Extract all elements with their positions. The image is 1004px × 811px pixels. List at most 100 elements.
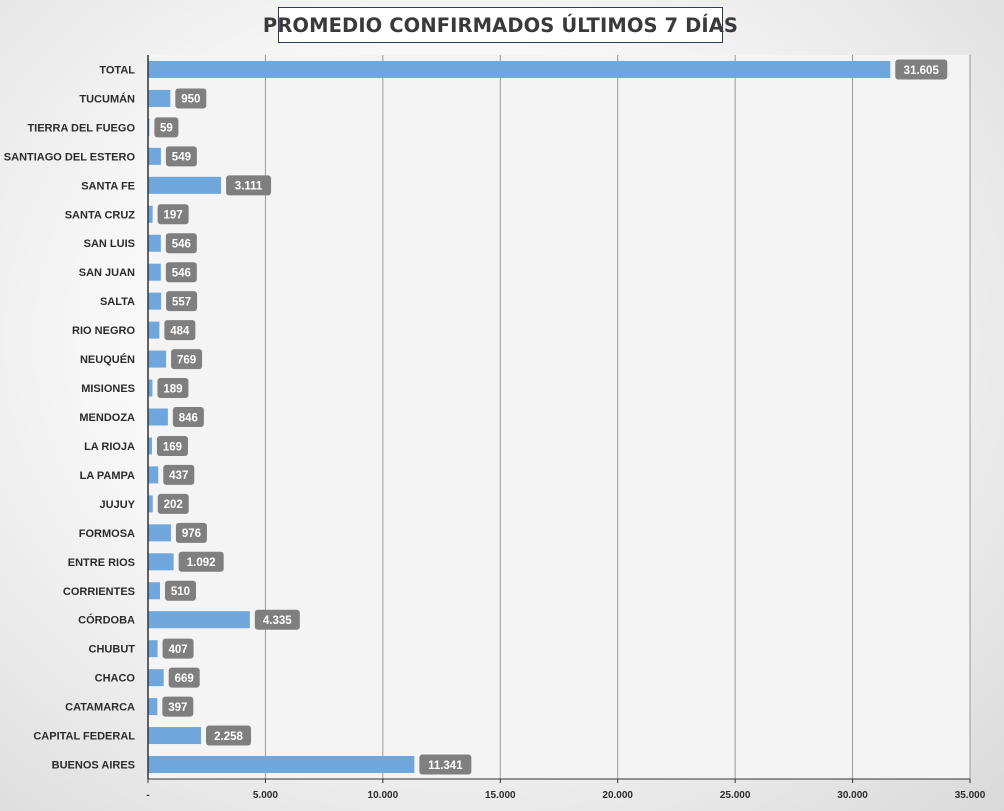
data-label-box <box>157 378 189 399</box>
data-label: 769 <box>177 354 196 366</box>
data-label-box <box>206 725 252 746</box>
data-label: 2.258 <box>214 731 243 743</box>
category-label: MISIONES <box>81 383 135 395</box>
bar <box>148 756 415 774</box>
category-label: FORMOSA <box>79 528 135 540</box>
category-label: JUJUY <box>100 499 136 511</box>
bar <box>148 292 162 310</box>
data-label-box <box>162 638 194 659</box>
data-label: 4.335 <box>263 615 292 627</box>
data-label-box <box>165 146 197 167</box>
bar <box>148 263 161 281</box>
category-label: SANTIAGO DEL ESTERO <box>4 151 136 163</box>
x-tick-label: 35.000 <box>955 790 986 801</box>
data-label: 11.341 <box>428 760 463 772</box>
category-label: NEUQUÉN <box>80 353 135 366</box>
category-label: CÓRDOBA <box>78 614 135 627</box>
chart-title: PROMEDIO CONFIRMADOS ÚLTIMOS 7 DÍAS <box>262 13 739 37</box>
bar <box>148 321 160 339</box>
data-label: 189 <box>163 383 182 395</box>
bar <box>148 640 158 658</box>
bar <box>148 466 159 484</box>
data-label: 169 <box>163 441 182 453</box>
data-label: 202 <box>164 499 183 511</box>
data-label: 846 <box>179 412 198 424</box>
category-label: RIO NEGRO <box>72 325 135 337</box>
data-label: 669 <box>175 673 194 685</box>
category-label: SAN LUIS <box>84 238 135 250</box>
category-label: CHUBUT <box>89 644 136 656</box>
data-label-box <box>178 551 224 572</box>
data-label-box <box>165 262 197 283</box>
bar <box>148 582 160 600</box>
category-label: TOTAL <box>99 64 135 76</box>
x-tick-label: 20.000 <box>602 790 633 801</box>
data-label-box <box>156 435 188 456</box>
category-label: MENDOZA <box>79 412 135 424</box>
bar <box>148 234 161 252</box>
bar <box>148 553 174 571</box>
category-label: BUENOS AIRES <box>52 760 135 772</box>
data-label: 557 <box>172 296 191 308</box>
data-label-box <box>163 464 195 485</box>
category-label: CAPITAL FEDERAL <box>33 731 135 743</box>
category-label: LA PAMPA <box>80 470 135 482</box>
data-label-box <box>171 349 203 370</box>
data-label-box <box>172 407 204 427</box>
bar <box>148 611 250 629</box>
category-label: SALTA <box>100 296 135 308</box>
data-label-box <box>226 175 272 196</box>
data-label-box <box>164 320 196 341</box>
data-label-box <box>254 609 300 630</box>
category-label: CORRIENTES <box>63 586 135 598</box>
data-label: 549 <box>172 152 191 164</box>
data-label: 407 <box>168 644 187 656</box>
data-label-box <box>419 754 472 775</box>
x-tick-label: - <box>146 790 149 801</box>
x-tick-label: 15.000 <box>485 790 516 801</box>
bar <box>148 205 153 223</box>
category-label: SAN JUAN <box>79 267 135 279</box>
data-label-box <box>162 696 194 717</box>
data-label: 510 <box>171 586 190 598</box>
data-label: 546 <box>172 268 191 280</box>
bar <box>148 379 153 397</box>
data-label-box <box>895 59 948 80</box>
data-label: 437 <box>169 470 188 482</box>
bar <box>148 698 158 716</box>
plot-area <box>148 55 970 779</box>
x-tick-label: 30.000 <box>837 790 868 801</box>
data-label-box <box>157 493 189 514</box>
data-label: 1.092 <box>187 557 216 569</box>
bar <box>148 524 171 542</box>
bar <box>148 437 152 455</box>
chart-title-box: PROMEDIO CONFIRMADOS ÚLTIMOS 7 DÍAS <box>263 7 738 43</box>
category-label: ENTRE RIOS <box>68 557 135 569</box>
bar <box>148 495 153 513</box>
category-label: TIERRA DEL FUEGO <box>27 122 135 134</box>
data-label: 31.605 <box>904 65 940 77</box>
category-label: SANTA FE <box>81 180 135 192</box>
data-label: 484 <box>170 325 190 337</box>
data-label-box <box>166 291 198 312</box>
bar <box>148 727 202 745</box>
data-label-box <box>157 204 189 225</box>
data-label-box <box>165 233 197 254</box>
category-label: SANTA CRUZ <box>65 209 136 221</box>
category-label: CHACO <box>95 673 136 685</box>
data-label-box <box>164 580 196 601</box>
data-label: 546 <box>172 239 191 251</box>
bar <box>148 147 161 165</box>
data-label-box <box>175 522 207 543</box>
data-label: 3.111 <box>235 181 263 193</box>
x-tick-label: 10.000 <box>368 790 399 801</box>
data-label: 59 <box>160 123 173 135</box>
data-label-box <box>154 117 179 138</box>
data-label-box <box>168 667 200 688</box>
bar <box>148 176 222 194</box>
bar <box>148 408 168 426</box>
bar <box>148 350 167 368</box>
x-tick-label: 25.000 <box>720 790 751 801</box>
